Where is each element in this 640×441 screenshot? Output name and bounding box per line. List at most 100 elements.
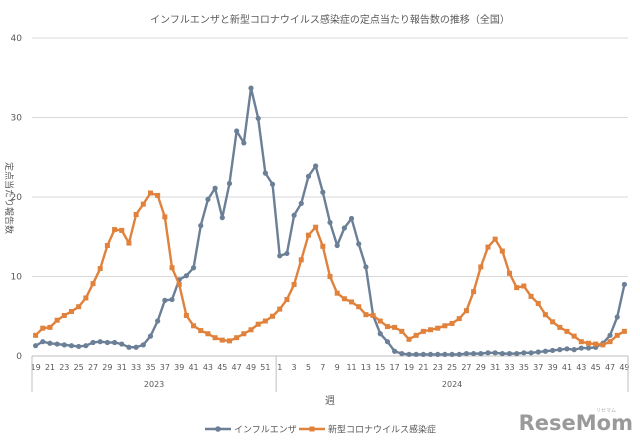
data-point bbox=[521, 350, 527, 356]
data-point bbox=[133, 211, 139, 217]
series bbox=[32, 85, 628, 358]
data-point bbox=[270, 313, 276, 319]
data-point bbox=[456, 351, 462, 358]
y-tick-label: 20 bbox=[11, 193, 23, 203]
data-point bbox=[607, 332, 613, 338]
data-point bbox=[255, 321, 261, 327]
data-point bbox=[205, 196, 211, 202]
data-point bbox=[183, 312, 189, 318]
data-point bbox=[514, 285, 520, 291]
y-tick-label: 0 bbox=[16, 352, 22, 362]
data-point bbox=[54, 341, 60, 347]
data-point bbox=[377, 331, 383, 337]
data-point bbox=[112, 227, 118, 233]
data-point bbox=[463, 351, 470, 357]
legend-label: 新型コロナウイルス感染症 bbox=[328, 424, 436, 436]
data-point bbox=[399, 328, 405, 334]
data-point bbox=[47, 324, 53, 330]
data-point bbox=[97, 266, 103, 272]
data-point bbox=[176, 281, 182, 287]
data-point bbox=[349, 299, 355, 305]
data-point bbox=[68, 308, 74, 314]
data-point bbox=[621, 328, 627, 334]
data-point bbox=[90, 281, 96, 287]
data-point bbox=[155, 192, 161, 198]
data-point bbox=[507, 270, 513, 276]
x-tick-label: 37 bbox=[533, 363, 543, 372]
data-point bbox=[147, 190, 153, 196]
data-point bbox=[521, 283, 527, 289]
series-line bbox=[34, 191, 625, 347]
data-point bbox=[248, 85, 254, 91]
data-point bbox=[90, 339, 96, 346]
x-axis: 19 21 23 25 27 29 31 33 35 37 39 41 43 45 47 49 51 1 3 5 7 9 1… bbox=[30, 355, 630, 392]
data-point bbox=[557, 347, 563, 353]
data-point bbox=[83, 295, 89, 301]
data-point bbox=[277, 306, 283, 312]
data-point bbox=[499, 351, 505, 357]
data-point bbox=[234, 335, 240, 341]
data-point bbox=[320, 189, 326, 195]
data-point bbox=[241, 140, 247, 146]
data-point bbox=[492, 236, 498, 242]
data-point bbox=[162, 297, 168, 303]
data-point bbox=[578, 345, 584, 351]
y-tick-label: 10 bbox=[11, 273, 23, 283]
data-point bbox=[564, 346, 570, 352]
data-point bbox=[198, 223, 204, 229]
series-group bbox=[33, 190, 627, 348]
data-point bbox=[471, 351, 477, 357]
data-point bbox=[363, 264, 369, 270]
resemom-logo: リセマム ReseMom bbox=[519, 408, 633, 435]
x-tick-label: 41 bbox=[562, 363, 572, 372]
data-point bbox=[463, 308, 469, 314]
chart-title: インフルエンザと新型コロナウイルス感染症の定点当たり報告数の推移（全国） bbox=[150, 13, 510, 26]
x-tick-label: 13 bbox=[361, 363, 371, 372]
data-point bbox=[528, 293, 534, 299]
x-tick-label: 5 bbox=[306, 363, 311, 372]
data-point bbox=[183, 273, 189, 279]
data-point bbox=[499, 248, 505, 254]
data-point bbox=[133, 344, 139, 350]
x-tick-label: 47 bbox=[232, 363, 242, 372]
data-point bbox=[406, 336, 412, 342]
data-point bbox=[356, 241, 362, 247]
data-point bbox=[485, 350, 491, 356]
data-point bbox=[348, 215, 355, 222]
x-tick-label: 37 bbox=[160, 363, 170, 372]
data-point bbox=[262, 170, 268, 176]
year-label: 2024 bbox=[442, 380, 462, 389]
data-point bbox=[471, 289, 477, 295]
gridlines bbox=[32, 37, 628, 277]
x-tick-label: 31 bbox=[490, 363, 500, 372]
x-tick-label: 3 bbox=[292, 363, 297, 372]
data-point bbox=[119, 341, 125, 347]
data-point bbox=[435, 351, 441, 358]
data-point bbox=[492, 350, 498, 356]
data-point bbox=[40, 339, 46, 345]
data-point bbox=[126, 344, 132, 350]
data-point bbox=[97, 339, 103, 345]
legend: インフルエンザ 新型コロナウイルス感染症 bbox=[205, 424, 436, 436]
data-point bbox=[478, 264, 484, 270]
data-point bbox=[32, 343, 39, 349]
data-point bbox=[305, 173, 312, 179]
data-point bbox=[586, 340, 592, 346]
data-point bbox=[83, 343, 89, 349]
data-point bbox=[334, 290, 340, 296]
x-tick-label: 27 bbox=[461, 363, 471, 372]
data-point bbox=[169, 265, 175, 271]
x-tick-label: 19 bbox=[30, 363, 40, 372]
data-point bbox=[262, 318, 268, 324]
data-point bbox=[61, 342, 67, 348]
data-point bbox=[291, 281, 297, 287]
data-point bbox=[313, 163, 319, 169]
data-point bbox=[392, 348, 398, 354]
x-tick-label: 33 bbox=[131, 363, 141, 372]
data-point bbox=[578, 339, 584, 345]
data-point bbox=[384, 339, 391, 345]
x-tick-label: 15 bbox=[375, 363, 385, 372]
x-tick-label: 17 bbox=[390, 363, 400, 372]
data-point bbox=[40, 325, 46, 331]
data-point bbox=[126, 240, 132, 246]
